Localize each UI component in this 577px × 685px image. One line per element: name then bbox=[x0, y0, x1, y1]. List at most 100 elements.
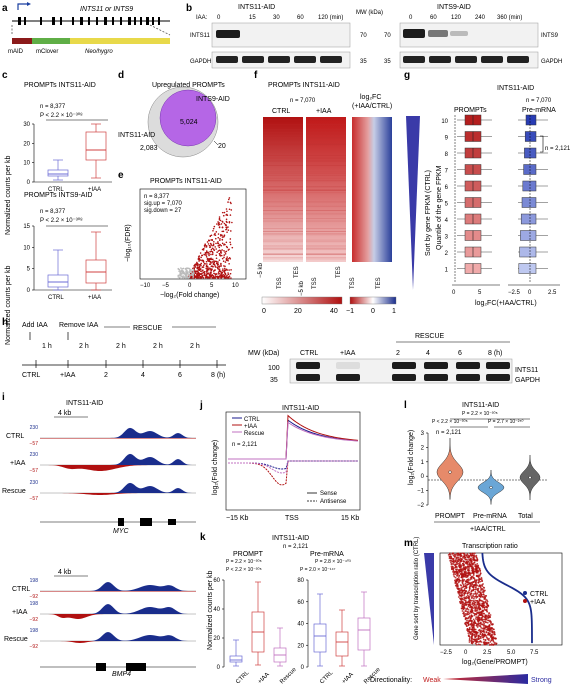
point bbox=[189, 269, 192, 271]
exon-bars bbox=[18, 17, 160, 25]
point bbox=[226, 274, 228, 277]
point bbox=[210, 250, 213, 253]
point bbox=[451, 562, 453, 565]
point bbox=[218, 270, 221, 273]
point bbox=[452, 563, 455, 565]
point bbox=[480, 592, 483, 595]
point bbox=[450, 568, 453, 571]
tick-label: 20 bbox=[23, 141, 30, 147]
point bbox=[225, 218, 228, 221]
point bbox=[212, 243, 215, 245]
panel-j: j INTS11-AID CTRL +IAA Rescue n = 2,121 … bbox=[199, 400, 361, 522]
h-tl-4: 6 bbox=[178, 372, 182, 379]
band bbox=[481, 56, 503, 63]
point bbox=[203, 253, 205, 256]
point bbox=[468, 630, 471, 633]
band bbox=[294, 56, 316, 63]
point bbox=[223, 211, 226, 214]
m-weak: Weak bbox=[423, 677, 441, 684]
point bbox=[455, 557, 458, 560]
point bbox=[194, 266, 197, 268]
panel-g: g INTS11-AID n = 7,070 PROMPTs Pre-mRNA … bbox=[404, 70, 571, 307]
point bbox=[481, 633, 484, 636]
hb-l3: 4 bbox=[426, 350, 430, 357]
box bbox=[357, 617, 371, 651]
row-label-ints9: INTS9 bbox=[541, 33, 559, 39]
point bbox=[231, 246, 234, 249]
point bbox=[211, 239, 214, 242]
exon bbox=[128, 17, 131, 25]
point bbox=[220, 263, 222, 265]
point bbox=[476, 637, 479, 640]
point bbox=[192, 276, 194, 279]
point bbox=[178, 276, 181, 279]
point bbox=[461, 573, 464, 576]
point bbox=[222, 268, 224, 270]
point bbox=[202, 264, 205, 267]
point bbox=[218, 246, 221, 249]
point bbox=[188, 267, 191, 270]
point bbox=[184, 275, 187, 277]
point bbox=[471, 634, 474, 637]
point bbox=[186, 275, 189, 278]
violin bbox=[436, 437, 464, 500]
box bbox=[335, 631, 349, 657]
hb-row-gapdh: GAPDH bbox=[515, 377, 540, 384]
point bbox=[470, 585, 472, 588]
m-leg-ctrl: CTRL bbox=[530, 591, 548, 598]
exon bbox=[52, 17, 55, 25]
median-dot bbox=[528, 476, 532, 480]
point bbox=[470, 607, 473, 610]
point bbox=[218, 266, 221, 268]
point bbox=[225, 224, 228, 227]
k-title: INTS11-AID bbox=[272, 535, 309, 542]
point bbox=[462, 552, 464, 555]
point bbox=[477, 638, 480, 641]
cat-label: +IAA bbox=[88, 187, 101, 193]
point bbox=[198, 275, 201, 277]
h-remove: Remove IAA bbox=[59, 322, 99, 329]
point bbox=[182, 276, 185, 278]
point bbox=[480, 599, 483, 602]
hb-l4: 6 bbox=[458, 350, 462, 357]
b-time-3: 60 bbox=[297, 15, 304, 21]
point bbox=[461, 568, 464, 570]
point bbox=[179, 274, 182, 277]
tick-label: 60 bbox=[297, 600, 304, 606]
point bbox=[495, 643, 497, 645]
point bbox=[207, 253, 209, 255]
box bbox=[520, 213, 537, 225]
point bbox=[460, 588, 463, 591]
point bbox=[479, 569, 482, 572]
point bbox=[486, 621, 489, 624]
point bbox=[211, 247, 214, 250]
point bbox=[465, 554, 468, 557]
point bbox=[482, 593, 485, 596]
point bbox=[212, 260, 215, 262]
point bbox=[471, 602, 474, 605]
f-xlabel: TES bbox=[294, 266, 300, 278]
tick-label: 0 bbox=[27, 288, 31, 294]
b2-time-1: 60 bbox=[430, 15, 437, 21]
point bbox=[470, 590, 473, 593]
tss-arrow-icon bbox=[17, 3, 27, 10]
point bbox=[449, 559, 452, 562]
point bbox=[223, 270, 225, 272]
point bbox=[461, 591, 464, 594]
point bbox=[455, 562, 458, 564]
mw-70: 70 bbox=[360, 33, 367, 39]
point bbox=[207, 260, 210, 262]
point bbox=[220, 265, 223, 267]
point bbox=[182, 267, 185, 270]
point bbox=[229, 272, 232, 275]
point bbox=[479, 625, 482, 627]
point bbox=[227, 226, 229, 228]
point bbox=[463, 592, 465, 595]
point bbox=[491, 627, 493, 629]
track-max: 230 bbox=[30, 480, 39, 486]
point bbox=[471, 566, 474, 568]
point bbox=[468, 615, 471, 618]
point bbox=[481, 614, 483, 616]
point bbox=[185, 272, 188, 275]
